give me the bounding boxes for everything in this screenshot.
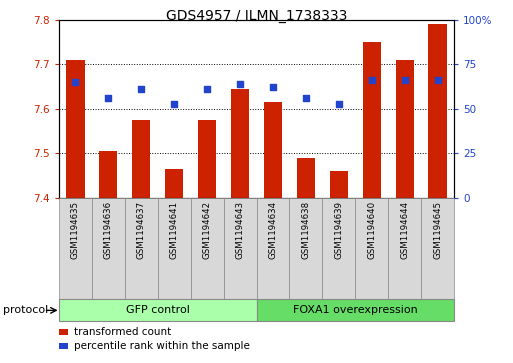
Point [203,86,211,92]
Bar [66,60,85,198]
Text: GFP control: GFP control [126,305,190,315]
Text: GSM1194636: GSM1194636 [104,201,113,259]
Bar [231,89,249,198]
Text: GSM1194638: GSM1194638 [301,201,310,259]
Bar [363,42,381,198]
Bar [330,171,348,198]
Point [368,77,376,83]
Text: GSM1194635: GSM1194635 [71,201,80,259]
Text: GSM1194645: GSM1194645 [433,201,442,259]
Text: percentile rank within the sample: percentile rank within the sample [74,341,250,351]
Bar [396,60,413,198]
Text: GSM1194639: GSM1194639 [334,201,343,259]
Text: protocol: protocol [3,305,48,315]
Text: GSM1194642: GSM1194642 [203,201,212,259]
Bar [428,24,447,198]
Point [269,84,277,90]
Bar [100,151,117,198]
Bar [165,169,183,198]
Text: GSM1194637: GSM1194637 [137,201,146,259]
Text: GSM1194641: GSM1194641 [170,201,179,259]
Text: transformed count: transformed count [74,327,172,337]
Point [334,102,343,107]
Bar [297,158,315,198]
Point [170,102,179,107]
Point [236,82,244,87]
Point [302,95,310,101]
Text: GSM1194640: GSM1194640 [367,201,376,259]
Point [71,79,80,85]
Text: GDS4957 / ILMN_1738333: GDS4957 / ILMN_1738333 [166,9,347,23]
Point [433,77,442,83]
Text: GSM1194644: GSM1194644 [400,201,409,259]
Text: GSM1194643: GSM1194643 [235,201,245,259]
Text: FOXA1 overexpression: FOXA1 overexpression [293,305,418,315]
Text: GSM1194634: GSM1194634 [268,201,278,259]
Point [137,86,145,92]
Bar [198,120,216,198]
Bar [264,102,282,198]
Point [104,95,112,101]
Point [401,77,409,83]
Bar [132,120,150,198]
